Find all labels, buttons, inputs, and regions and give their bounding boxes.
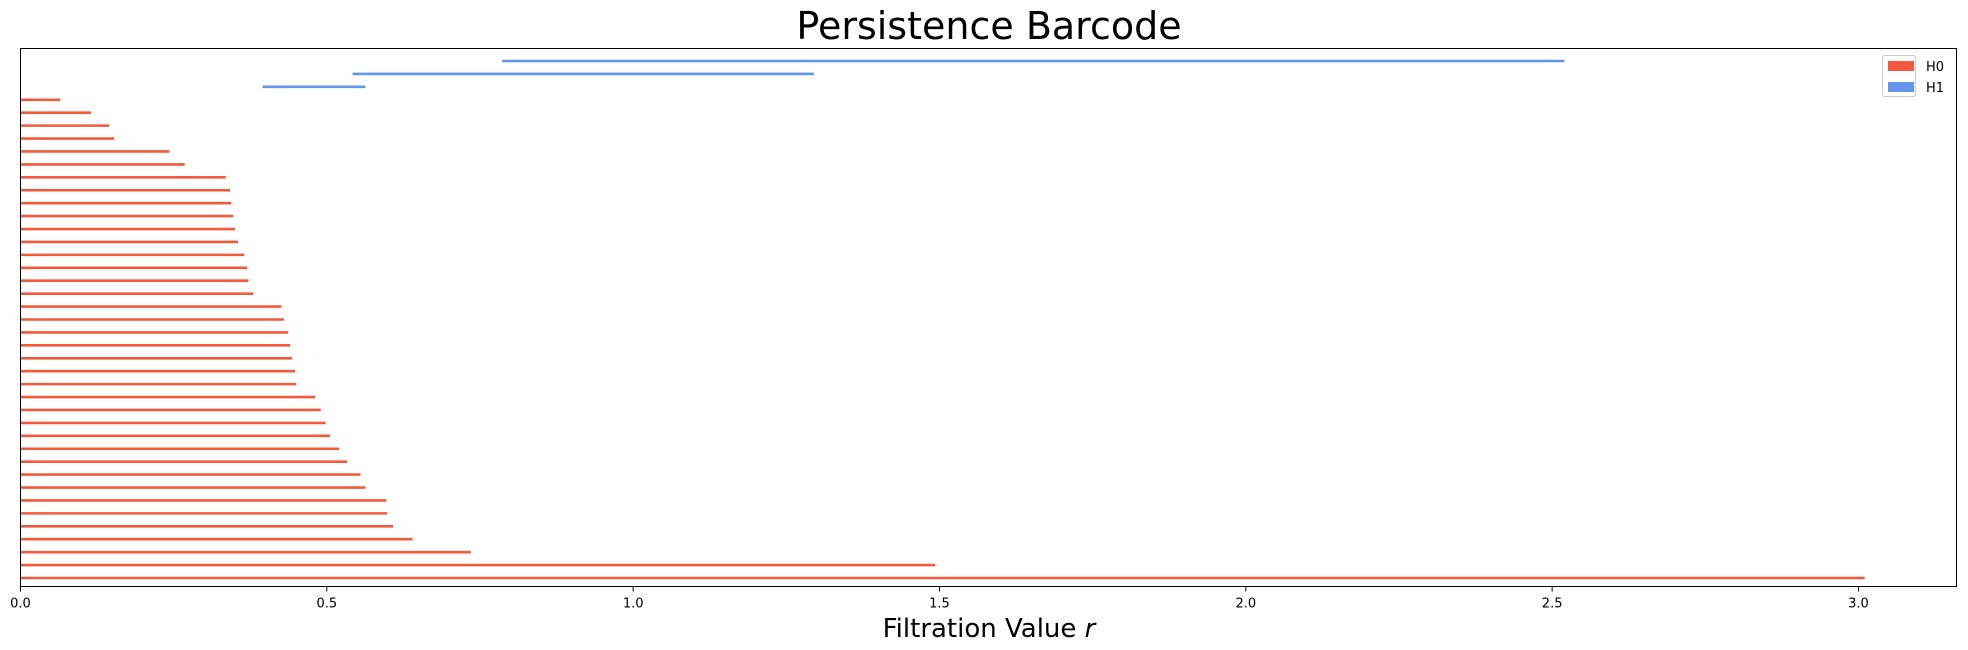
plot-frame [20,48,1957,587]
x-tick-label: 2.0 [1235,597,1256,612]
x-axis-label-variable: r [1085,614,1098,644]
legend-swatch-h0 [1888,61,1914,71]
x-axis-ticks: 0.0 0.5 1.0 1.5 2.0 2.5 3.0 [10,586,1869,612]
x-tick-label: 1.0 [623,597,644,612]
legend-label-h1: H1 [1926,81,1944,96]
legend-label-h0: H0 [1926,60,1944,75]
legend-swatch-h1 [1888,82,1914,92]
x-tick-label: 0.5 [316,597,337,612]
bars-layer [20,59,1865,580]
x-tick-label: 2.5 [1542,597,1563,612]
x-tick-label: 3.0 [1848,597,1869,612]
chart-title: Persistence Barcode [796,4,1181,48]
x-tick-label: 0.0 [10,597,31,612]
x-tick-label: 1.5 [929,597,950,612]
legend: H0 H1 [1882,55,1944,97]
x-axis-label-text: Filtration Value [883,614,1085,644]
x-axis-label: Filtration Value r [883,614,1098,644]
